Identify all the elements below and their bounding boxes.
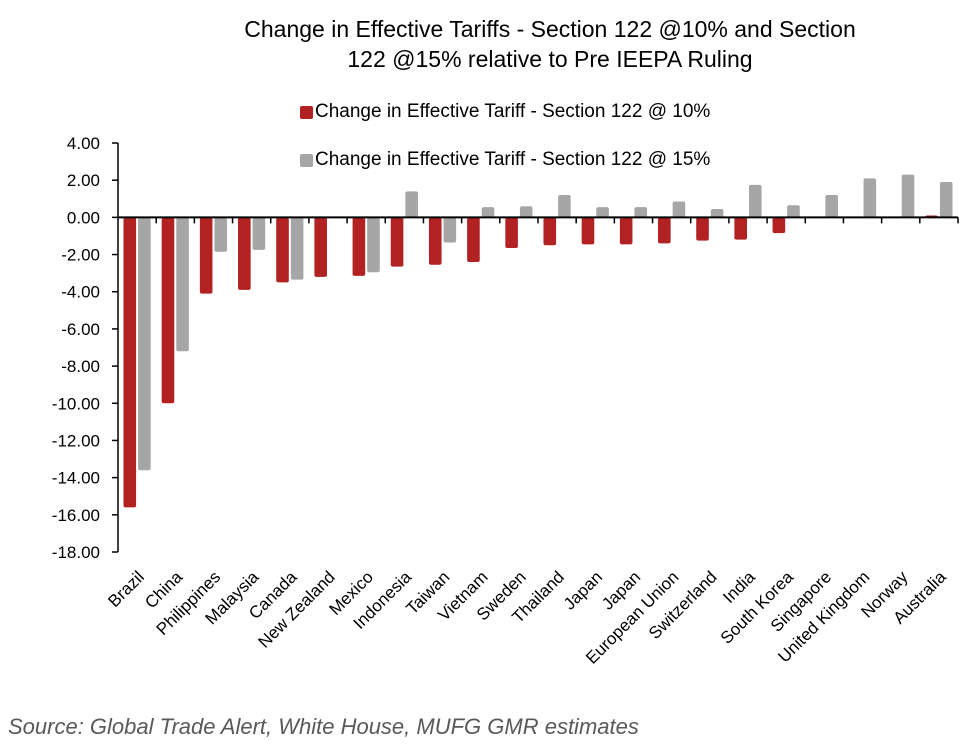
bar-section-122-10-china <box>161 217 175 404</box>
bar-section-122-15-malaysia <box>252 217 266 250</box>
chart-title-line-1: Change in Effective Tariffs - Section 12… <box>244 16 856 42</box>
y-tick-label: -12.00 <box>52 431 100 450</box>
bar-section-122-15-united-kingdom <box>863 178 877 218</box>
bar-section-122-10-south-korea <box>772 217 786 234</box>
y-tick-label: -6.00 <box>61 320 100 339</box>
y-tick-label: -10.00 <box>52 394 100 413</box>
x-tick-label: Japan <box>560 567 606 613</box>
bar-section-122-15-canada <box>290 217 304 280</box>
bar-section-122-10-vietnam <box>467 217 480 262</box>
bar-section-122-15-south-korea <box>787 205 800 218</box>
bar-section-122-10-thailand <box>543 217 557 246</box>
x-tick-label: Brazil <box>104 567 147 610</box>
legend-swatch-grey <box>300 153 313 167</box>
bar-section-122-15-thailand <box>558 195 571 218</box>
bar-section-122-10-japan <box>619 217 633 245</box>
bar-section-122-10-india <box>734 217 747 240</box>
bar-section-122-10-switzerland <box>696 217 709 241</box>
source-note: Source: Global Trade Alert, White House,… <box>8 714 639 739</box>
y-tick-label: -16.00 <box>52 506 100 525</box>
chart-title: Change in Effective Tariffs - Section 12… <box>140 14 960 74</box>
y-tick-label: -8.00 <box>61 357 100 376</box>
bar-section-122-10-new-zealand <box>314 217 327 277</box>
y-tick-label: -2.00 <box>61 246 100 265</box>
bar-section-122-10-brazil <box>123 217 137 508</box>
bar-section-122-15-china <box>176 217 189 352</box>
bar-section-122-15-philippines <box>214 217 228 252</box>
bar-section-122-15-japan <box>634 207 648 218</box>
y-tick-label: -4.00 <box>61 283 100 302</box>
legend-swatch-red <box>300 105 313 119</box>
bar-section-122-15-brazil <box>138 217 151 471</box>
bar-section-122-10-japan <box>581 217 595 245</box>
bar-section-122-15-vietnam <box>481 207 495 218</box>
legend-item-section-122-10: Change in Effective Tariff - Section 122… <box>300 101 710 123</box>
bar-section-122-10-sweden <box>505 217 518 249</box>
bar-section-122-10-canada <box>276 217 289 283</box>
y-tick-label: -14.00 <box>52 469 100 488</box>
bar-section-122-10-malaysia <box>238 217 251 290</box>
chart-title-line-2: 122 @15% relative to Pre IEEPA Ruling <box>347 46 753 72</box>
legend-item-section-122-15: Change in Effective Tariff - Section 122… <box>300 149 710 171</box>
y-tick-label: 0.00 <box>67 208 100 227</box>
bar-section-122-15-singapore <box>825 195 838 218</box>
bar-section-122-10-taiwan <box>428 217 442 265</box>
bar-section-122-10-philippines <box>199 217 213 294</box>
bar-section-122-15-india <box>749 184 762 218</box>
bar-section-122-15-sweden <box>519 206 533 218</box>
bar-section-122-15-norway <box>901 174 915 218</box>
legend-label: Change in Effective Tariff - Section 122… <box>315 149 711 170</box>
bar-section-122-10-mexico <box>352 217 366 276</box>
bar-section-122-15-european-union <box>672 201 686 218</box>
bar-section-122-15-switzerland <box>710 208 724 218</box>
y-tick-label: 2.00 <box>67 171 100 190</box>
bar-section-122-15-indonesia <box>405 191 418 218</box>
legend-label: Change in Effective Tariff - Section 122… <box>315 101 711 122</box>
bar-section-122-15-japan <box>596 207 609 218</box>
bar-section-122-10-indonesia <box>390 217 404 267</box>
bar-section-122-15-taiwan <box>443 217 457 243</box>
y-tick-label: -18.00 <box>52 543 100 562</box>
bar-section-122-15-mexico <box>367 217 380 273</box>
y-tick-label: 4.00 <box>67 134 100 153</box>
bar-section-122-10-european-union <box>658 217 671 244</box>
bar-section-122-15-australia <box>939 182 953 218</box>
